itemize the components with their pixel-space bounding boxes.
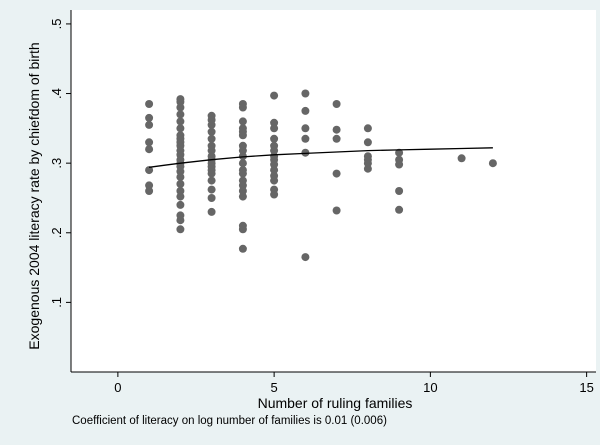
data-marks	[145, 89, 497, 262]
scatter-point	[363, 164, 372, 173]
scatter-point	[207, 207, 216, 216]
scatter-point	[238, 103, 247, 112]
scatter-point	[301, 134, 310, 143]
scatter-point	[176, 103, 185, 112]
x-tick-label: 10	[423, 380, 437, 395]
y-tick-label: .2	[49, 227, 64, 238]
scatter-point	[332, 169, 341, 178]
x-tick-label: 0	[114, 380, 121, 395]
scatter-point	[270, 134, 279, 143]
scatter-point	[145, 166, 154, 175]
scatter-point	[238, 181, 247, 190]
scatter-point	[270, 166, 279, 175]
x-tick-label: 15	[579, 380, 593, 395]
scatter-point	[207, 134, 216, 143]
scatter-point	[176, 180, 185, 188]
scatter-point	[176, 124, 185, 133]
x-tick-label: 5	[271, 380, 278, 395]
scatter-point	[238, 187, 247, 195]
coefficient-note: Coefficient of literacy on log number of…	[72, 415, 387, 427]
y-axis: .1 .2 .3 .4 .5	[49, 10, 72, 372]
scatter-point	[395, 148, 404, 157]
scatter-point	[207, 185, 216, 194]
scatter-point	[238, 169, 247, 178]
scatter-point	[363, 159, 372, 168]
scatter-point	[270, 91, 279, 100]
scatter-point	[301, 253, 310, 262]
scatter-point	[145, 120, 154, 129]
scatter-point	[176, 173, 185, 182]
x-axis: 0 5 10 15	[71, 371, 596, 395]
scatter-point	[176, 187, 185, 195]
scatter-point	[238, 152, 247, 161]
scatter-point	[301, 89, 310, 98]
scatter-point	[176, 167, 185, 176]
scatter-point	[363, 124, 372, 133]
scatter-point	[207, 146, 216, 155]
scatter-point	[395, 205, 404, 214]
scatter-point	[176, 97, 185, 106]
scatter-point	[332, 134, 341, 143]
scatter-point	[145, 145, 154, 154]
y-tick-label: .5	[49, 19, 64, 30]
scatter-point	[176, 110, 185, 119]
scatter-point	[395, 160, 404, 169]
scatter-point	[238, 146, 247, 155]
scatter-point	[176, 117, 185, 126]
scatter-point	[238, 131, 247, 140]
scatter-point	[176, 192, 185, 201]
scatter-point	[145, 100, 154, 108]
scatter-point	[238, 244, 247, 253]
scatter-point	[145, 187, 154, 195]
scatter-point	[270, 190, 279, 199]
scatter-point	[270, 176, 279, 185]
scatter-point	[207, 194, 216, 202]
scatter-point	[363, 138, 372, 147]
scatter-point	[207, 169, 216, 178]
y-axis-label: Exogenous 2004 literacy rate by chiefdom…	[26, 42, 42, 349]
scatter-point	[238, 117, 247, 126]
scatter-point	[270, 146, 279, 155]
y-tick-label: .1	[49, 297, 64, 308]
scatter-point	[270, 124, 279, 133]
scatter-point	[488, 159, 497, 168]
x-axis-label: Number of ruling families	[258, 395, 413, 411]
scatter-point	[301, 124, 310, 133]
scatter-point	[332, 100, 341, 108]
scatter-point	[207, 120, 216, 129]
scatter-point	[145, 181, 154, 190]
scatter-point	[145, 113, 154, 122]
scatter-point	[238, 192, 247, 201]
scatter-point	[301, 148, 310, 157]
scatter-point	[270, 118, 279, 127]
scatter-point	[238, 225, 247, 234]
scatter-point	[145, 138, 154, 147]
scatter-point	[395, 187, 404, 195]
y-tick-label: .4	[49, 88, 64, 99]
scatter-point	[457, 154, 466, 163]
scatter-point	[332, 206, 341, 215]
scatter-point	[301, 106, 310, 115]
scatter-point	[176, 200, 185, 209]
scatter-point	[270, 160, 279, 169]
scatter-point	[238, 159, 247, 168]
y-tick-label: .3	[49, 158, 64, 169]
plot-area	[71, 10, 596, 372]
scatter-point	[207, 176, 216, 185]
scatter-point	[176, 225, 185, 234]
fit-line	[149, 147, 493, 168]
scatter-point	[207, 127, 216, 136]
scatter-point	[176, 216, 185, 225]
scatter-point	[332, 125, 341, 134]
